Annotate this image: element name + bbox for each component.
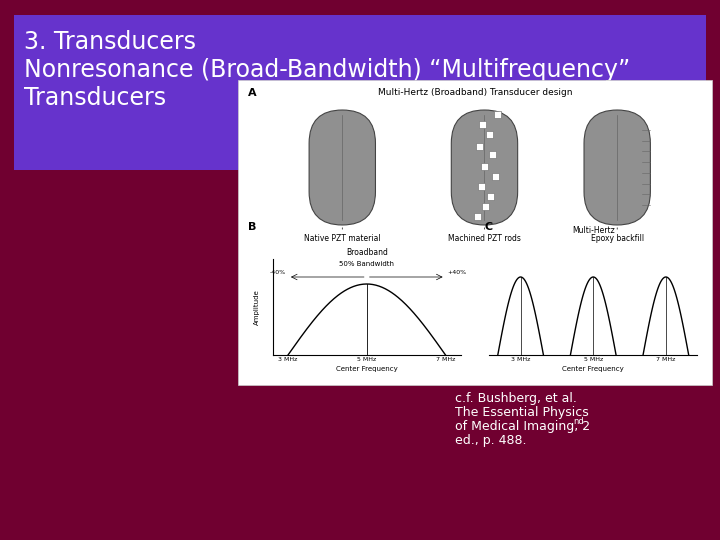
Text: 7 MHz: 7 MHz xyxy=(656,357,675,362)
Text: Amplitude: Amplitude xyxy=(254,289,260,325)
FancyBboxPatch shape xyxy=(480,120,487,127)
Text: 5 MHz: 5 MHz xyxy=(584,357,603,362)
Text: The Essential Physics: The Essential Physics xyxy=(455,406,589,419)
Text: 5 MHz: 5 MHz xyxy=(357,357,377,362)
Text: 3. Transducers: 3. Transducers xyxy=(24,30,196,54)
Text: Epoxy backfill: Epoxy backfill xyxy=(590,234,644,243)
FancyBboxPatch shape xyxy=(495,111,501,118)
FancyBboxPatch shape xyxy=(477,143,484,150)
FancyBboxPatch shape xyxy=(482,163,488,170)
Text: of Medical Imaging, 2: of Medical Imaging, 2 xyxy=(455,420,590,433)
Text: B: B xyxy=(248,222,256,232)
FancyBboxPatch shape xyxy=(492,172,500,179)
Text: Multi-Hertz: Multi-Hertz xyxy=(572,226,615,235)
Bar xyxy=(238,80,712,385)
FancyBboxPatch shape xyxy=(482,202,490,210)
FancyBboxPatch shape xyxy=(474,213,482,219)
Text: Nonresonance (Broad-Bandwidth) “Multifrequency”: Nonresonance (Broad-Bandwidth) “Multifre… xyxy=(24,58,630,82)
Text: +40%: +40% xyxy=(448,270,467,275)
FancyBboxPatch shape xyxy=(487,192,495,199)
Text: nd: nd xyxy=(573,417,584,426)
Text: Center Frequency: Center Frequency xyxy=(562,366,624,372)
FancyBboxPatch shape xyxy=(309,110,375,225)
Text: Broadband: Broadband xyxy=(346,248,387,257)
Text: C: C xyxy=(485,222,492,232)
FancyBboxPatch shape xyxy=(487,131,493,138)
Text: 3 MHz: 3 MHz xyxy=(511,357,531,362)
Text: -40%: -40% xyxy=(270,270,286,275)
Text: Machined PZT rods: Machined PZT rods xyxy=(448,234,521,243)
FancyBboxPatch shape xyxy=(451,110,518,225)
Text: Multi-Hertz (Broadband) Transducer design: Multi-Hertz (Broadband) Transducer desig… xyxy=(378,88,572,97)
Text: ed., p. 488.: ed., p. 488. xyxy=(455,434,526,447)
Text: A: A xyxy=(248,88,256,98)
FancyBboxPatch shape xyxy=(479,183,485,190)
Text: 3 MHz: 3 MHz xyxy=(279,357,297,362)
Text: Native PZT material: Native PZT material xyxy=(304,234,381,243)
Text: Center Frequency: Center Frequency xyxy=(336,366,397,372)
Text: 7 MHz: 7 MHz xyxy=(436,357,455,362)
FancyBboxPatch shape xyxy=(490,151,497,158)
Text: Transducers: Transducers xyxy=(24,86,166,110)
Text: c.f. Bushberg, et al.: c.f. Bushberg, et al. xyxy=(455,392,577,405)
Text: 50% Bandwidth: 50% Bandwidth xyxy=(339,261,395,267)
FancyBboxPatch shape xyxy=(584,110,650,225)
Bar xyxy=(14,15,706,170)
